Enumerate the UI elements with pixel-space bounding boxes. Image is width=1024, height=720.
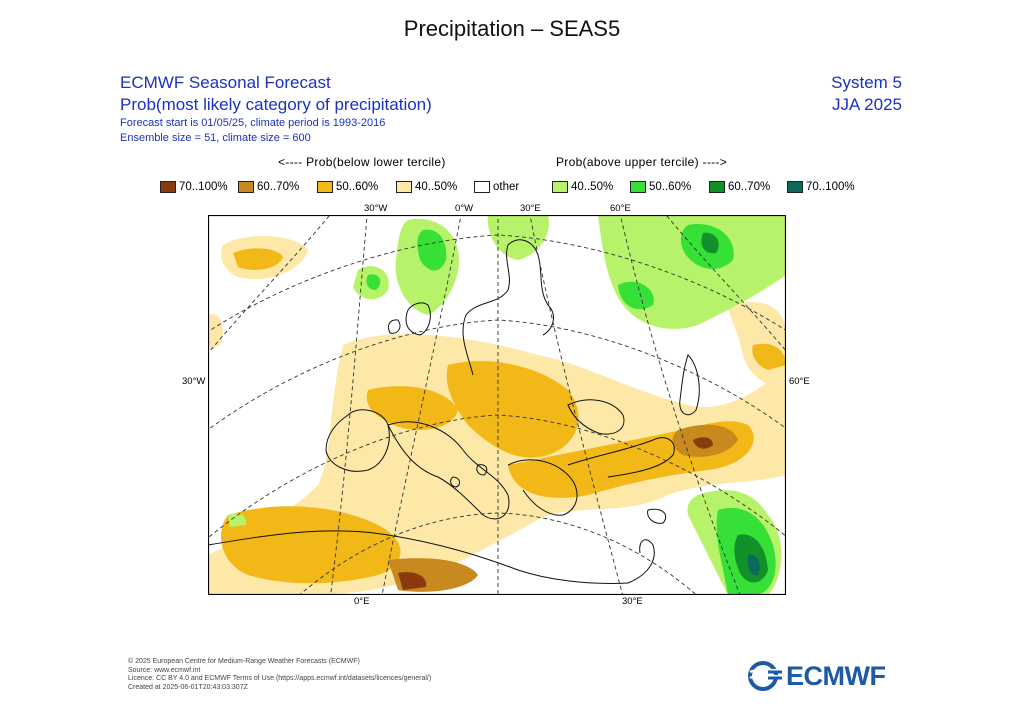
system-info: System 5 JJA 2025 [831, 72, 902, 116]
map-canvas [208, 215, 786, 595]
below-tercile-label: <---- Prob(below lower tercile) [278, 155, 446, 169]
legend-swatch [630, 181, 646, 193]
lon-label-top: 60°E [610, 203, 631, 214]
legend-item: 50..60% [630, 180, 691, 194]
system-label: System 5 [831, 73, 902, 92]
legend-item: 70..100% [787, 180, 855, 194]
season-label: JJA 2025 [832, 95, 902, 114]
page-title: Precipitation – SEAS5 [403, 16, 621, 41]
legend-swatch [474, 181, 490, 193]
lon-label-top: 30°E [520, 203, 541, 214]
legend-swatch [552, 181, 568, 193]
above-tercile-label: Prob(above upper tercile) ----> [556, 155, 728, 169]
coastlines [208, 239, 700, 584]
forecast-header: ECMWF Seasonal Forecast Prob(most likely… [120, 72, 432, 146]
legend-swatch [238, 181, 254, 193]
ecmwf-wave-icon [748, 661, 782, 691]
legend-swatch [787, 181, 803, 193]
legend-label: 60..70% [257, 181, 300, 193]
legend-item: 70..100% [160, 180, 228, 194]
legend-item: 40..50% [552, 180, 613, 194]
legend-label: 50..60% [649, 181, 692, 193]
legend-label: 50..60% [336, 181, 379, 193]
legend-swatch [160, 181, 176, 193]
legend-swatch [317, 181, 333, 193]
product-title: ECMWF Seasonal Forecast [120, 73, 331, 92]
footer-licence: Licence: CC BY 4.0 and ECMWF Terms of Us… [128, 675, 432, 683]
footer: © 2025 European Centre for Medium-Range … [128, 658, 431, 692]
legend-label: other [493, 181, 520, 193]
legend-item: 60..70% [238, 180, 299, 194]
product-subtitle: Prob(most likely category of precipitati… [120, 95, 432, 114]
footer-copyright: © 2025 European Centre for Medium-Range … [128, 658, 360, 665]
graticule [208, 215, 786, 595]
below-tercile-areas [208, 235, 786, 595]
lon-label-bottom: 30°E [622, 596, 643, 607]
legend-item: 50..60% [317, 180, 378, 194]
ecmwf-logo: ECMWF [748, 660, 886, 692]
above-tercile-areas [228, 215, 786, 595]
footer-source: Source: www.ecmwf.int [128, 666, 201, 674]
lon-label-right: 60°E [789, 376, 810, 387]
legend-label: 40..50% [571, 181, 614, 193]
legend-label: 70..100% [179, 181, 228, 193]
ensemble-size-text: Ensemble size = 51, climate size = 600 [120, 132, 311, 144]
legend-swatch [709, 181, 725, 193]
lon-label-left: 30°W [182, 376, 206, 387]
legend-item: 40..50% [396, 180, 457, 194]
legend-item: 60..70% [709, 180, 770, 194]
legend-swatch [396, 181, 412, 193]
logo-text: ECMWF [786, 660, 886, 691]
legend-label: 60..70% [728, 181, 771, 193]
legend-label: 40..50% [415, 181, 458, 193]
legend-label: 70..100% [806, 181, 855, 193]
lon-label-bottom: 0°E [354, 596, 370, 607]
legend-item: other [474, 180, 519, 194]
lon-label-top: 0°W [455, 203, 474, 214]
forecast-map [208, 215, 786, 595]
footer-created: Created at 2025-06-01T20:43:03.307Z [128, 683, 248, 691]
forecast-start-text: Forecast start is 01/05/25, climate peri… [120, 117, 386, 129]
lon-label-top: 30°W [364, 203, 388, 214]
